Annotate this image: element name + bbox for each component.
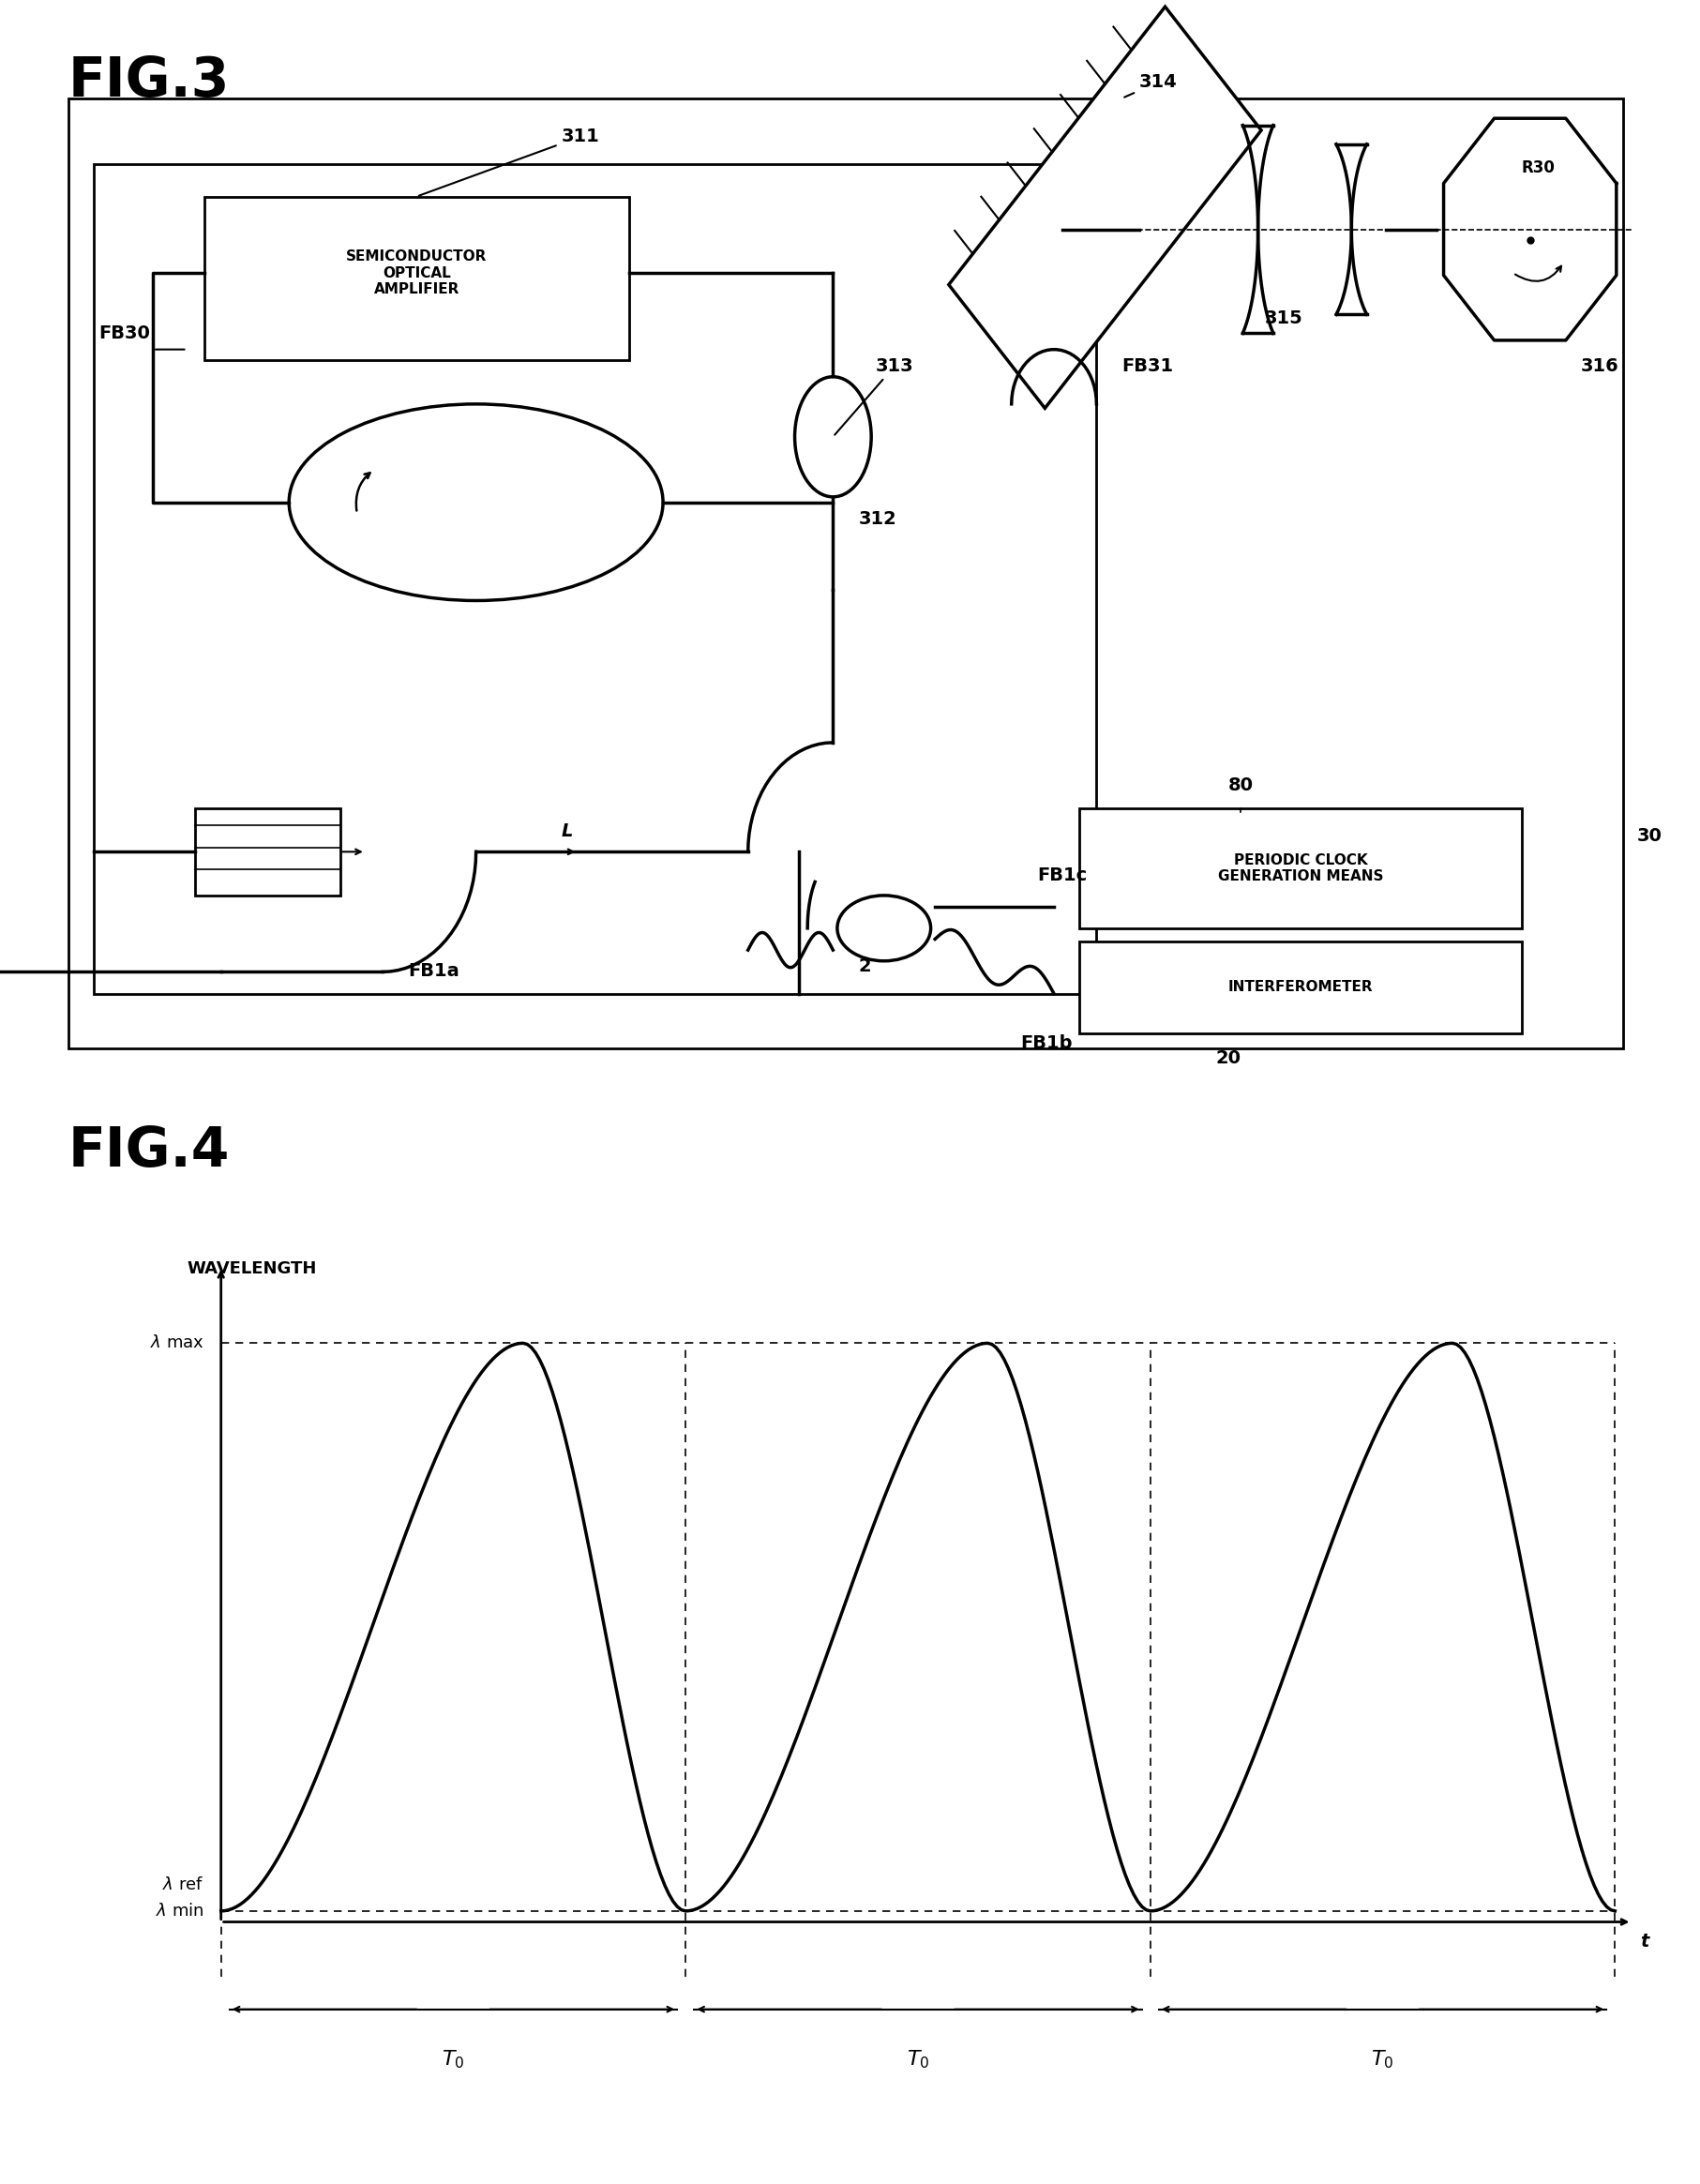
Text: WAVELENGTH: WAVELENGTH bbox=[187, 1260, 316, 1278]
Text: $\lambda$ max: $\lambda$ max bbox=[150, 1334, 204, 1352]
Text: 30: 30 bbox=[1637, 828, 1663, 845]
Text: PERIODIC CLOCK
GENERATION MEANS: PERIODIC CLOCK GENERATION MEANS bbox=[1217, 854, 1384, 882]
Text: R30: R30 bbox=[1522, 159, 1556, 177]
Text: $\lambda$ min: $\lambda$ min bbox=[156, 1902, 204, 1920]
Text: FB30: FB30 bbox=[99, 325, 150, 343]
Text: 80: 80 bbox=[1229, 778, 1253, 795]
FancyBboxPatch shape bbox=[1080, 941, 1522, 1033]
Ellipse shape bbox=[796, 376, 872, 496]
Text: 311: 311 bbox=[418, 129, 598, 197]
Text: 20: 20 bbox=[1215, 1051, 1241, 1068]
FancyBboxPatch shape bbox=[196, 808, 340, 895]
Text: L: L bbox=[561, 823, 573, 841]
Ellipse shape bbox=[838, 895, 932, 961]
FancyBboxPatch shape bbox=[1080, 808, 1522, 928]
Text: $\lambda$ ref: $\lambda$ ref bbox=[163, 1876, 204, 1894]
Text: FIG.3: FIG.3 bbox=[68, 55, 230, 107]
Text: 316: 316 bbox=[1581, 358, 1618, 376]
Text: 314: 314 bbox=[1124, 74, 1176, 98]
Text: 2: 2 bbox=[858, 959, 872, 976]
Text: FB1b: FB1b bbox=[1020, 1035, 1073, 1053]
Text: 312: 312 bbox=[858, 511, 896, 529]
FancyBboxPatch shape bbox=[204, 197, 629, 360]
Text: 315: 315 bbox=[1265, 310, 1302, 328]
Text: $T_0$: $T_0$ bbox=[1372, 2049, 1394, 2070]
Text: FB1a: FB1a bbox=[408, 963, 459, 981]
Text: t: t bbox=[1640, 1933, 1649, 1950]
Text: FIG.4: FIG.4 bbox=[68, 1125, 230, 1177]
Text: INTERFEROMETER: INTERFEROMETER bbox=[1227, 981, 1374, 994]
Text: $T_0$: $T_0$ bbox=[906, 2049, 930, 2070]
Text: $T_0$: $T_0$ bbox=[442, 2049, 464, 2070]
Polygon shape bbox=[949, 7, 1261, 408]
Text: FB1c: FB1c bbox=[1037, 867, 1086, 885]
Text: SEMICONDUCTOR
OPTICAL
AMPLIFIER: SEMICONDUCTOR OPTICAL AMPLIFIER bbox=[347, 249, 486, 297]
Text: 313: 313 bbox=[835, 358, 913, 435]
Text: FB31: FB31 bbox=[1122, 358, 1173, 376]
